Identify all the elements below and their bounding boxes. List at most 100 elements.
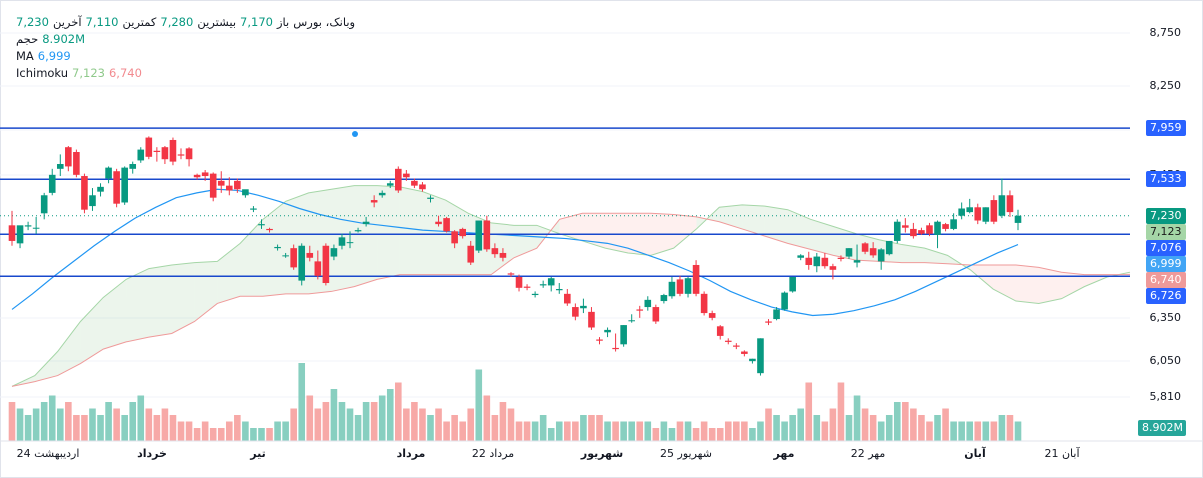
symbol-name[interactable]: وبانک، بورس bbox=[293, 15, 356, 29]
volume-bar bbox=[491, 415, 499, 441]
volume-bar bbox=[733, 421, 740, 441]
price-label: 7,533 bbox=[1146, 171, 1186, 188]
price-label: 6,999 bbox=[1146, 255, 1186, 272]
volume-bar bbox=[773, 415, 780, 441]
volume-bar bbox=[716, 428, 724, 441]
volume-bar bbox=[684, 421, 692, 441]
candle-body bbox=[515, 277, 523, 288]
volume-bar bbox=[298, 363, 306, 441]
candle-body bbox=[48, 174, 56, 193]
candle-body bbox=[507, 273, 515, 275]
candle-body bbox=[306, 252, 314, 258]
volume-bar bbox=[652, 428, 660, 441]
candle-body bbox=[499, 252, 507, 258]
ichimoku-cloud-segment bbox=[171, 262, 195, 334]
ichimoku-cloud-segment bbox=[217, 243, 241, 304]
volume-bar bbox=[362, 402, 370, 441]
candle-body bbox=[282, 255, 289, 257]
candle-body bbox=[483, 220, 491, 250]
high-label: بیشترین bbox=[197, 15, 237, 29]
candle-body bbox=[781, 292, 788, 310]
price-label: 7,230 bbox=[1146, 207, 1186, 224]
volume-bar bbox=[137, 395, 145, 441]
volume-bar bbox=[201, 421, 209, 441]
candle-body bbox=[378, 192, 386, 196]
candle-body bbox=[113, 171, 120, 204]
ichimoku-cloud-segment bbox=[605, 213, 629, 253]
candle-body bbox=[644, 299, 652, 308]
volume-bar bbox=[386, 389, 394, 441]
ma-value: 6,999 bbox=[37, 49, 71, 63]
volume-bar bbox=[539, 415, 547, 441]
candle-body bbox=[467, 245, 475, 263]
candle-body bbox=[539, 284, 547, 286]
volume-bar bbox=[475, 369, 483, 441]
volume-bar bbox=[330, 389, 338, 441]
volume-bar bbox=[724, 421, 732, 441]
candle-body bbox=[209, 173, 217, 198]
candle-body bbox=[741, 351, 748, 354]
candle-body bbox=[789, 277, 796, 292]
price-tick-label: 5,810 bbox=[1149, 390, 1182, 403]
candle-body bbox=[370, 200, 378, 203]
volume-bar bbox=[604, 421, 611, 441]
ichimoku-cloud-segment bbox=[513, 225, 537, 258]
time-tick-label: 22 مرداد bbox=[471, 447, 515, 460]
candle-body bbox=[700, 293, 708, 314]
time-tick-label: 21 آبان bbox=[1044, 447, 1080, 460]
volume-value: 8.902M bbox=[42, 32, 86, 46]
ichimoku-cloud-segment bbox=[80, 297, 104, 364]
ichimoku-cloud-segment bbox=[810, 219, 834, 256]
candle-body bbox=[572, 307, 579, 317]
candle-body bbox=[314, 261, 322, 276]
candle-body bbox=[523, 286, 531, 288]
time-tick-label: آبان bbox=[964, 447, 986, 460]
ichimoku-cloud-segment bbox=[742, 204, 765, 237]
price-label: 7,123 bbox=[1146, 223, 1186, 240]
candle-body bbox=[274, 246, 281, 249]
volume-bar bbox=[234, 415, 241, 441]
candle-body bbox=[1014, 215, 1022, 223]
candle-body bbox=[395, 168, 402, 191]
volume-bar bbox=[588, 415, 595, 441]
time-tick-label: مرداد bbox=[396, 447, 426, 460]
low-value: 7,110 bbox=[85, 15, 119, 29]
time-tick-label: 22 مهر bbox=[850, 447, 886, 460]
volume-bar bbox=[499, 402, 507, 441]
ichimoku-cloud-segment bbox=[787, 209, 811, 250]
candle-body bbox=[555, 289, 563, 291]
ma-label[interactable]: MA bbox=[16, 49, 34, 63]
ichimoku-label[interactable]: Ichimoku bbox=[16, 66, 69, 80]
volume-bar bbox=[926, 421, 933, 441]
price-tick-label: 8,750 bbox=[1149, 26, 1182, 39]
candle-body bbox=[40, 195, 48, 214]
candle-body bbox=[966, 207, 974, 213]
candle-body bbox=[459, 228, 466, 237]
volume-label[interactable]: حجم bbox=[16, 32, 39, 46]
candle-body bbox=[596, 339, 603, 341]
candle-body bbox=[129, 164, 137, 169]
candle-body bbox=[805, 257, 813, 265]
volume-bar bbox=[958, 421, 965, 441]
candle-body bbox=[89, 195, 96, 207]
volume-bar bbox=[274, 421, 281, 441]
ichimoku-span-a bbox=[11, 185, 1131, 387]
volume-bar bbox=[829, 408, 837, 441]
candle-body bbox=[716, 326, 724, 336]
candle-body bbox=[829, 266, 837, 270]
candle-body bbox=[193, 174, 201, 178]
candle-body bbox=[958, 208, 965, 216]
volume-bar bbox=[73, 415, 80, 441]
candle-body bbox=[346, 242, 354, 244]
volume-bar bbox=[354, 415, 362, 441]
low-label: کمترین bbox=[122, 15, 157, 29]
volume-bar bbox=[32, 408, 40, 441]
volume-bar bbox=[813, 415, 821, 441]
ichimoku-cloud-segment bbox=[1015, 264, 1039, 304]
candle-body bbox=[724, 340, 732, 342]
volume-bar bbox=[443, 421, 450, 441]
candle-body bbox=[547, 278, 555, 286]
ichimoku-cloud-segment bbox=[993, 264, 1016, 302]
volume-bar bbox=[644, 421, 652, 441]
